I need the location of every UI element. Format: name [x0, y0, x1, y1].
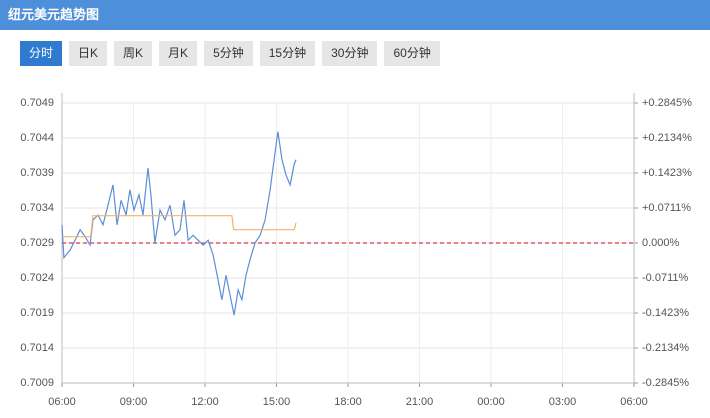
- x-tick-label: 18:00: [334, 396, 362, 408]
- y2-tick-label: +0.2134%: [642, 132, 692, 144]
- price-line: [61, 131, 297, 316]
- tab[interactable]: 月K: [159, 41, 198, 66]
- x-tick-label: 12:00: [191, 396, 219, 408]
- y2-tick-label: -0.2134%: [642, 342, 689, 354]
- tab[interactable]: 分时: [20, 41, 63, 66]
- header-title: 纽元美元趋势图: [0, 0, 710, 30]
- y2-tick-label: 0.000%: [642, 237, 680, 249]
- y-tick-label: 0.7014: [20, 342, 54, 354]
- tab[interactable]: 60分钟: [384, 41, 440, 66]
- x-tick-label: 00:00: [477, 396, 505, 408]
- x-tick-label: 03:00: [549, 396, 577, 408]
- tab[interactable]: 5分钟: [204, 41, 253, 66]
- tab[interactable]: 周K: [114, 41, 153, 66]
- x-tick-label: 15:00: [263, 396, 291, 408]
- y-tick-label: 0.7029: [20, 237, 54, 249]
- tab[interactable]: 15分钟: [259, 41, 316, 66]
- tab-bar: 分时 日K 周K 月K 5分钟 15分钟 30分钟 60分钟: [20, 41, 440, 66]
- x-tick-label: 06:00: [48, 396, 76, 408]
- x-tick-label: 21:00: [406, 396, 434, 408]
- y2-tick-label: -0.2845%: [642, 377, 689, 389]
- y2-tick-label: +0.1423%: [642, 167, 692, 179]
- y-tick-label: 0.7019: [20, 307, 54, 319]
- y-tick-label: 0.7009: [20, 377, 54, 389]
- y-tick-label: 0.7044: [20, 132, 54, 144]
- y-tick-label: 0.7049: [20, 97, 54, 109]
- y2-tick-label: -0.1423%: [642, 307, 689, 319]
- y2-tick-label: +0.0711%: [642, 202, 691, 214]
- x-tick-label: 09:00: [120, 396, 148, 408]
- y2-tick-label: +0.2845%: [642, 97, 692, 109]
- y-tick-label: 0.7034: [20, 202, 54, 214]
- y2-tick-label: -0.0711%: [642, 272, 688, 284]
- x-tick-label: 06:00: [620, 396, 648, 408]
- y-tick-label: 0.7024: [20, 272, 54, 284]
- price-line: [62, 215, 297, 238]
- y-tick-label: 0.7039: [20, 167, 54, 179]
- tab[interactable]: 日K: [69, 41, 108, 66]
- tab[interactable]: 30分钟: [322, 41, 378, 66]
